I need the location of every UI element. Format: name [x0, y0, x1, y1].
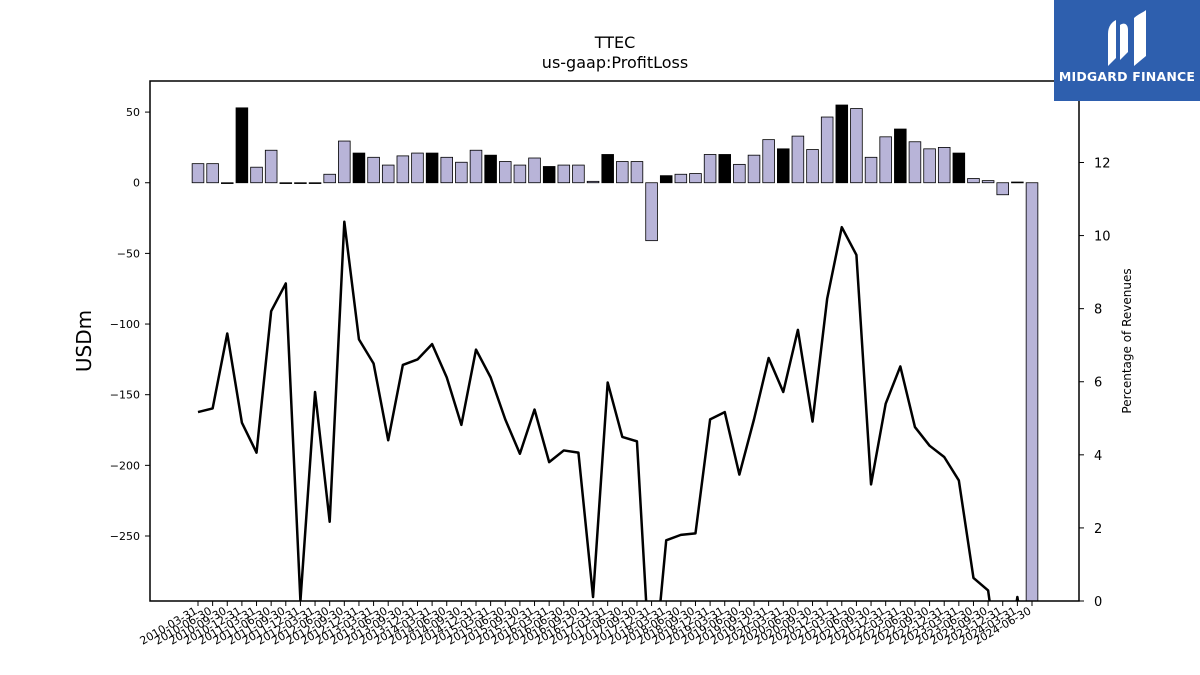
bar-2022-12-31 [937, 147, 951, 184]
y2-axis-label: Percentage of Revenues [1120, 268, 1134, 413]
bar-2015-03-31 [484, 154, 497, 184]
bar-2010-06-30 [206, 163, 219, 184]
bar-2010-03-31 [191, 163, 205, 184]
bar-2023-03-31 [952, 152, 966, 184]
bar-2020-12-31 [820, 116, 834, 184]
bar-2010-12-31 [235, 107, 249, 184]
bar-2012-12-31 [352, 152, 366, 184]
line-series [197, 220, 1020, 601]
y2-tick-label: 12 [1094, 156, 1111, 171]
y-tick-label: 0 [133, 177, 140, 190]
bar-2021-09-30 [864, 156, 878, 184]
y-axis-right: 0 2 4 6 8 10 12 [1079, 156, 1111, 610]
bar-2017-12-31 [645, 182, 658, 242]
y2-tick-label: 2 [1094, 522, 1102, 537]
bar-2013-06-30 [381, 164, 395, 184]
y-axis-left: 50 0 −50 −100 −150 −200 −250 [110, 106, 150, 543]
bar-2011-06-30 [264, 149, 278, 184]
bar-2014-06-30 [440, 156, 453, 184]
y-tick-label: −150 [110, 389, 140, 402]
y-tick-label: −200 [110, 459, 140, 472]
bar-2012-09-30 [338, 140, 351, 184]
bar-2022-06-30 [908, 141, 922, 184]
bar-2021-06-30 [850, 108, 863, 184]
bar-2017-03-31 [601, 154, 614, 184]
y2-tick-label: 6 [1094, 376, 1102, 391]
bar-2018-03-31 [659, 175, 673, 184]
bar-2013-12-31 [411, 152, 424, 184]
bar-2017-09-30 [630, 161, 644, 184]
bar-2023-06-30 [967, 178, 980, 184]
bar-2016-03-31 [542, 166, 556, 184]
bar-2024-03-31 [1011, 181, 1024, 184]
plot-frame [149, 80, 1080, 602]
brand-logo: MIDGARD FINANCE [1054, 0, 1200, 101]
bar-2020-06-30 [791, 135, 805, 184]
bar-2011-03-31 [250, 166, 263, 184]
bar-2022-09-30 [923, 148, 936, 184]
bar-2024-06-30 [1025, 182, 1039, 601]
y2-tick-label: 10 [1094, 230, 1111, 245]
bar-2012-03-31 [308, 182, 322, 184]
bar-2014-03-31 [425, 152, 439, 184]
y2-tick-label: 4 [1094, 449, 1102, 464]
y-tick-label: −50 [117, 247, 140, 260]
chart-subtitle: us-gaap:ProfitLoss [542, 53, 688, 72]
bar-series [191, 104, 1039, 601]
bar-2011-12-31 [294, 182, 307, 184]
bar-2017-06-30 [616, 161, 629, 184]
bar-2019-03-31 [718, 154, 731, 184]
bar-2020-09-30 [806, 149, 819, 184]
bar-2021-03-31 [835, 104, 849, 184]
bar-2016-06-30 [557, 164, 571, 184]
bar-2019-06-30 [733, 163, 746, 184]
brand-name: MIDGARD FINANCE [1058, 69, 1196, 84]
y2-tick-label: 8 [1094, 303, 1102, 318]
bar-2016-09-30 [572, 164, 585, 184]
bar-2010-09-30 [221, 182, 234, 184]
y2-tick-label: 0 [1094, 595, 1102, 610]
x-axis: 2010-03-312010-06-302010-09-302010-12-31… [138, 601, 1034, 648]
bar-2022-03-31 [894, 128, 907, 184]
bar-2018-06-30 [674, 173, 688, 184]
bar-2016-12-31 [586, 180, 600, 184]
bar-2023-09-30 [981, 180, 995, 184]
bar-2015-12-31 [528, 157, 541, 184]
bar-2019-12-31 [762, 139, 775, 184]
y-axis-label: USDm [72, 310, 96, 372]
bar-2018-09-30 [689, 173, 702, 184]
line-percentage-of-revenues [197, 220, 1020, 601]
bar-2013-09-30 [396, 155, 410, 184]
y-tick-label: 50 [126, 106, 140, 119]
bar-2023-12-31 [996, 182, 1009, 196]
bar-2012-06-30 [323, 173, 336, 184]
bar-2014-12-31 [469, 149, 483, 184]
y-tick-label: −100 [110, 318, 140, 331]
bar-2020-03-31 [777, 148, 790, 184]
bar-2018-12-31 [703, 154, 717, 184]
bar-2021-12-31 [879, 136, 892, 184]
bar-2015-09-30 [513, 164, 527, 184]
y-tick-label: −250 [110, 530, 140, 543]
chart-title: TTEC [594, 33, 636, 52]
midgard-m-logo-icon [1108, 10, 1146, 66]
bar-2019-09-30 [747, 154, 761, 184]
bar-2013-03-31 [367, 156, 380, 184]
bar-2014-09-30 [455, 161, 468, 184]
bar-2011-09-30 [279, 182, 293, 184]
bar-2015-06-30 [499, 161, 512, 184]
